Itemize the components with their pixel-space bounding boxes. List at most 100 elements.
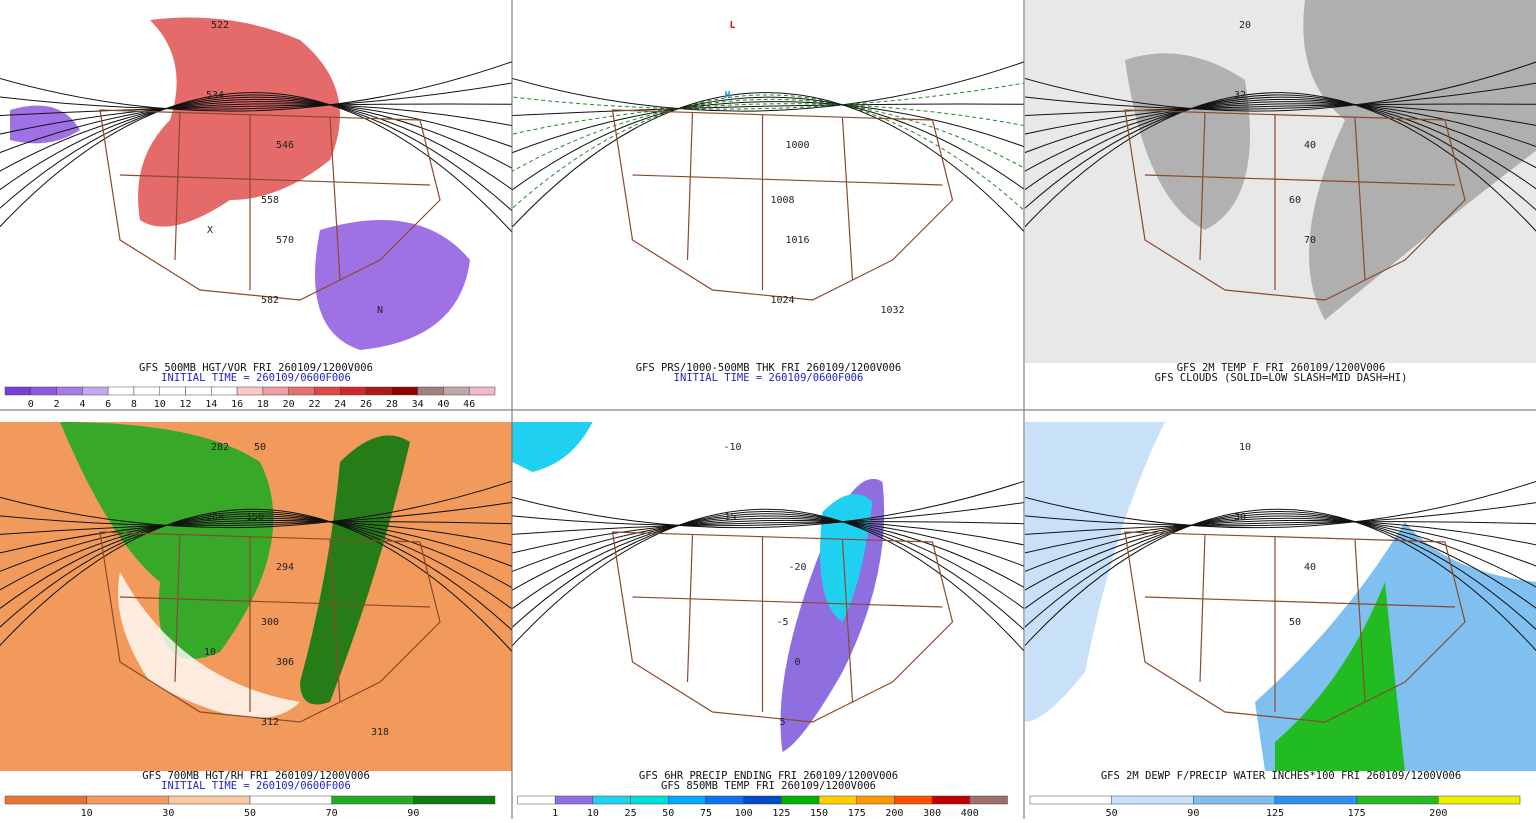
map: 282 288 294 300 306 312 318 10 50 150	[0, 422, 512, 738]
caption: INITIAL TIME = 260109/0600F006	[161, 780, 351, 792]
colorbar-segment	[1193, 795, 1276, 805]
colorbar-segment	[340, 386, 367, 396]
contour	[1025, 82, 1536, 110]
contour	[512, 92, 1025, 233]
contour	[0, 94, 512, 212]
colorbar-segment	[668, 795, 707, 805]
panel: 282 288 294 300 306 312 318 10 50 150	[0, 422, 512, 771]
map-background	[512, 422, 1025, 771]
contour	[512, 82, 1025, 110]
map-label: 0	[794, 657, 800, 668]
contour	[512, 61, 1025, 112]
colorbar-label: 125	[772, 808, 790, 819]
contour	[0, 508, 512, 653]
colorbar-label: 200	[1429, 808, 1447, 819]
map-label: 1008	[770, 195, 794, 206]
map-label: 40	[1304, 140, 1316, 151]
colorbar-label: 46	[463, 399, 475, 410]
colorbar-segment	[211, 386, 238, 396]
contour	[512, 511, 1025, 631]
colorbar-segment	[592, 795, 631, 805]
map-label: -15	[718, 512, 736, 523]
borders	[611, 109, 954, 301]
caption: GFS 700MB HGT/RH FRI 260109/1200V006	[142, 770, 370, 782]
contour	[0, 103, 512, 135]
borders	[1124, 531, 1466, 723]
contour	[1025, 511, 1536, 630]
map-label: 558	[261, 195, 279, 206]
contour	[512, 501, 1025, 527]
contour	[1025, 508, 1536, 652]
colorbar-label: 10	[154, 399, 166, 410]
map-label: 306	[276, 657, 294, 668]
panel: 10 30 40 50	[1025, 422, 1536, 771]
contour	[512, 521, 1025, 535]
rh-white	[118, 572, 300, 718]
colorbar-label: 50	[244, 808, 256, 819]
pw-green	[1275, 582, 1405, 771]
colorbar-label: 30	[162, 808, 174, 819]
colorbar-segment	[705, 795, 744, 805]
borders	[1124, 109, 1466, 301]
map-label: -5	[776, 617, 788, 628]
colorbar-segment	[413, 795, 496, 805]
colorbar-segment	[1356, 795, 1439, 805]
colorbar-label: 200	[885, 808, 903, 819]
rh-green	[300, 435, 410, 705]
colorbar-segment	[554, 795, 594, 805]
contour	[512, 513, 1025, 610]
contour	[0, 103, 512, 117]
map-label: 30	[1234, 512, 1246, 523]
contour	[0, 513, 512, 610]
map-label: 20	[1239, 20, 1251, 31]
colorbar-segment	[249, 795, 332, 805]
colorbar-label: 14	[205, 399, 217, 410]
contour	[1025, 103, 1536, 117]
map-label: 288	[206, 512, 224, 523]
map-label: 570	[276, 235, 294, 246]
contour	[1025, 480, 1536, 529]
colorbar-label: 300	[923, 808, 941, 819]
caption: GFS 2M DEWP F/PRECIP WATER INCHES*100 FR…	[1101, 770, 1461, 782]
contour	[1025, 96, 1536, 191]
caption: GFS 6HR PRECIP ENDING FRI 260109/1200V00…	[639, 770, 898, 782]
colorbar-segment	[82, 386, 109, 396]
colorbar-label: 6	[105, 399, 111, 410]
map-label: 32	[1234, 90, 1246, 101]
colorbar-label: 18	[257, 399, 269, 410]
contour	[1025, 94, 1536, 211]
colorbar-label: 20	[283, 399, 295, 410]
colorbar-segment	[30, 386, 57, 396]
map-label: N	[377, 305, 383, 316]
borders	[99, 109, 441, 301]
colorbar-segment	[185, 386, 212, 396]
colorbar-segment	[365, 386, 393, 396]
contour	[1025, 92, 1536, 232]
colorbar-label: 175	[848, 808, 866, 819]
vort-purple	[10, 105, 80, 144]
colorbar-segment	[133, 386, 160, 396]
contour	[1025, 513, 1536, 610]
map-label: 582	[261, 295, 279, 306]
colorbar-segment	[262, 386, 289, 396]
caption: GFS PRS/1000-500MB THK FRI 260109/1200V0…	[636, 362, 902, 374]
colorbar-label: 12	[180, 399, 192, 410]
colorbar-segment	[969, 795, 1008, 805]
map-label: X	[207, 225, 213, 236]
colorbar-segment	[1111, 795, 1194, 805]
colorbar-segment	[391, 386, 418, 396]
precip-cyan	[512, 422, 593, 472]
colorbar-label: 4	[79, 399, 85, 410]
map-label: 300	[261, 617, 279, 628]
colorbar-label: 90	[407, 808, 419, 819]
contour	[512, 515, 1025, 591]
contour	[0, 98, 512, 172]
contour	[1025, 519, 1536, 554]
colorbar-segment	[856, 795, 895, 805]
colorbar-label: 40	[437, 399, 449, 410]
contour	[512, 101, 1025, 154]
map: 10 30 40 50	[1025, 422, 1536, 771]
colorbar-label: 25	[625, 808, 637, 819]
colorbar-label: 10	[587, 808, 599, 819]
contour	[0, 521, 512, 535]
